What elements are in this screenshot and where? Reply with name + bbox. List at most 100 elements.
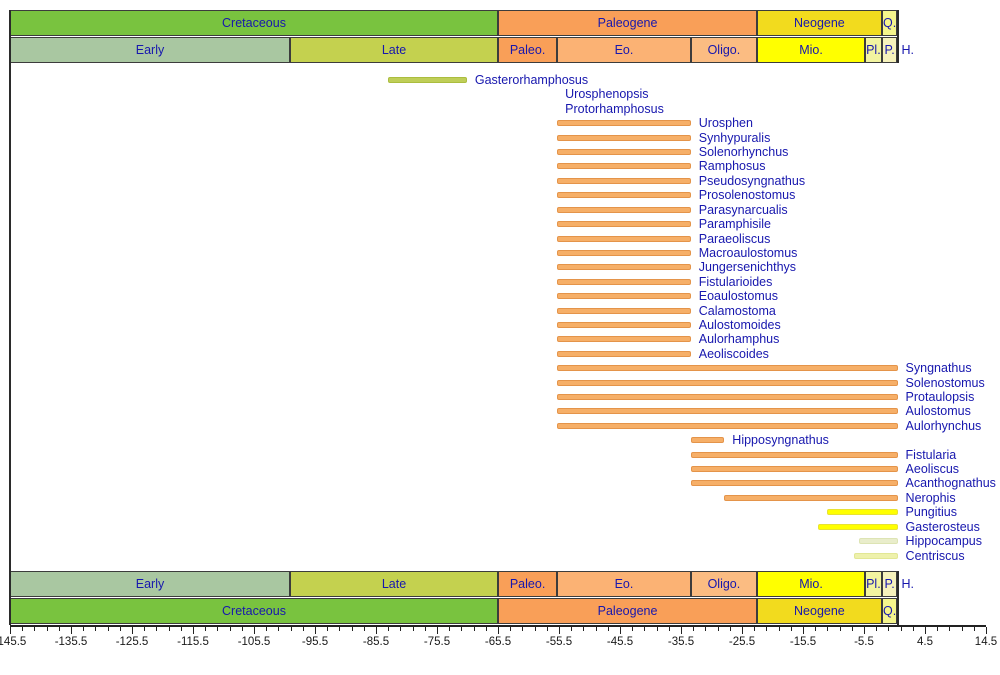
epoch-segment-p: P. (881, 571, 898, 597)
axis-minor-tick (961, 627, 963, 631)
axis-minor-tick (510, 627, 512, 631)
axis-minor-tick (461, 627, 463, 631)
epoch-segment-label: Mio. (799, 43, 823, 57)
axis-minor-tick (827, 627, 829, 631)
epoch-segment-eo: Eo. (557, 37, 691, 63)
taxon-range-bar-solenostomus (557, 379, 898, 386)
axis-minor-tick (790, 627, 792, 631)
axis-minor-tick (156, 627, 158, 631)
taxon-range-bar-prosolenostomus (557, 192, 691, 199)
epoch-segment-label: Pl. (866, 43, 881, 57)
axis-tick-label: -135.5 (54, 636, 88, 648)
epoch-segment-paleo: Paleo. (498, 571, 558, 597)
axis-minor-tick (241, 627, 243, 631)
taxon-label-solenostomus: Solenostomus (905, 375, 985, 390)
period-segment-cretaceous: Cretaceous (10, 10, 498, 36)
epoch-segment-label: Early (135, 577, 165, 591)
axis-minor-tick (546, 627, 548, 631)
epoch-segment-label: Eo. (614, 577, 634, 591)
axis-minor-tick (473, 627, 475, 631)
axis-minor-tick (949, 627, 951, 631)
axis-minor-tick (217, 627, 219, 631)
taxon-range-bar-macroaulostomus (557, 249, 691, 256)
axis-baseline (10, 625, 986, 627)
axis-tick-label: -5.5 (854, 636, 874, 648)
axis-minor-tick (839, 627, 841, 631)
axis-minor-tick (754, 627, 756, 631)
taxon-range-bar-aeoliscoides (557, 350, 691, 357)
axis-minor-tick (327, 627, 329, 631)
taxon-range-bar-fistularia (690, 451, 898, 458)
axis-tick-label: -115.5 (177, 636, 209, 648)
taxon-label-protaulopsis: Protaulopsis (905, 390, 975, 405)
axis-major-tick (376, 627, 377, 634)
taxon-label-nerophis: Nerophis (905, 490, 956, 505)
epoch-segment-label: Paleo. (509, 43, 546, 57)
axis-minor-tick (302, 627, 304, 631)
axis-minor-tick (595, 627, 597, 631)
axis-major-tick (559, 627, 560, 634)
epoch-segment-pl: Pl. (865, 37, 882, 63)
taxon-range-bar-protaulopsis (557, 394, 898, 401)
axis-tick-label: -15.5 (789, 636, 817, 648)
taxon-label-pungitius: Pungitius (905, 505, 957, 520)
epoch-segment-label: Late (381, 577, 407, 591)
axis-minor-tick (534, 627, 536, 631)
taxon-range-bar-nerophis (724, 494, 898, 501)
epoch-segment-oligo: Oligo. (690, 571, 758, 597)
taxon-label-hipposyngnathus: Hipposyngnathus (732, 433, 829, 448)
axis-minor-tick (107, 627, 109, 631)
epoch-segment-mio: Mio. (757, 37, 866, 63)
epoch-segment-label: Oligo. (707, 43, 741, 57)
axis-major-tick (10, 627, 11, 634)
axis-minor-tick (937, 627, 939, 631)
axis-minor-tick (973, 627, 975, 631)
taxon-range-bar-ramphosus (557, 163, 691, 170)
axis-tick-label: -35.5 (667, 636, 695, 648)
taxon-label-synhypuralis: Synhypuralis (698, 130, 771, 145)
axis-tick-label: -75.5 (423, 636, 451, 648)
taxon-label-pseudosyngnathus: Pseudosyngnathus (698, 173, 806, 188)
present-day-line-top (896, 10, 899, 63)
taxon-label-protorhamphosus: Protorhamphosus (565, 101, 664, 116)
taxon-label-prosolenostomus: Prosolenostomus (698, 188, 796, 203)
axis-tick-label: -125.5 (115, 636, 149, 648)
epoch-segment-early: Early (10, 571, 290, 597)
axis-minor-tick (717, 627, 719, 631)
taxon-range-bar-gasterorhamphosus (388, 77, 467, 83)
present-day-line-bottom (896, 571, 899, 625)
taxon-range-bar-jungersenichthys (557, 264, 691, 271)
axis-minor-tick (388, 627, 390, 631)
axis-tick-label: -105.5 (237, 636, 271, 648)
taxon-range-bar-syngnathus (557, 365, 898, 372)
axis-minor-tick (180, 627, 182, 631)
chart-left-spine (9, 10, 11, 625)
axis-minor-tick (693, 627, 695, 631)
taxon-range-bar-acanthognathus (690, 480, 898, 487)
taxon-label-syngnathus: Syngnathus (905, 361, 972, 376)
taxon-label-ramphosus: Ramphosus (698, 159, 766, 174)
period-band-top: Cretaceous Paleogene Neogene Q. (0, 10, 1000, 36)
axis-tick-label: -65.5 (484, 636, 512, 648)
axis-minor-tick (83, 627, 85, 631)
taxon-label-centriscus: Centriscus (905, 548, 965, 563)
axis-minor-tick (58, 627, 60, 631)
axis-major-tick (132, 627, 133, 634)
axis-minor-tick (766, 627, 768, 631)
axis-minor-tick (144, 627, 146, 631)
axis-minor-tick (729, 627, 731, 631)
axis-minor-tick (876, 627, 878, 631)
taxon-label-fistularioides: Fistularioides (698, 274, 773, 289)
taxon-label-urosphen: Urosphen (698, 116, 753, 131)
axis-tick-label: -45.5 (606, 636, 634, 648)
taxon-label-paramphisile: Paramphisile (698, 217, 772, 232)
taxon-label-fistularia: Fistularia (905, 447, 957, 462)
period-segment-q: Q. (881, 598, 898, 624)
axis-minor-tick (290, 627, 292, 631)
axis-minor-tick (95, 627, 97, 631)
taxon-label-solenorhynchus: Solenorhynchus (698, 145, 789, 160)
taxon-range-bar-centriscus (853, 552, 898, 559)
taxon-range-bar-aeoliscus (690, 466, 898, 473)
period-segment-label: Cretaceous (222, 16, 286, 30)
